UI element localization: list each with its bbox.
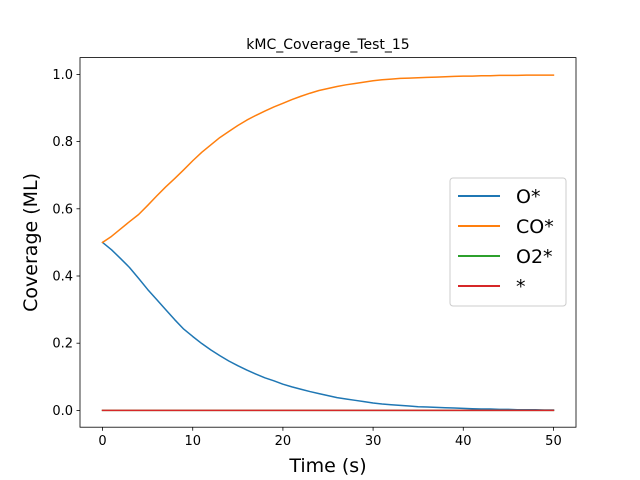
legend-label-3: *: [516, 276, 526, 298]
x-tick-label: 20: [275, 434, 292, 449]
axes-frame: [79, 57, 577, 428]
legend-label-0: O*: [516, 186, 540, 208]
y-axis-ticks: 0.0 0.2 0.4 0.6 0.8 1.0: [52, 68, 80, 419]
legend-frame: [449, 177, 567, 307]
y-tick-label: 0.4: [52, 270, 73, 285]
y-tick-label: 0.6: [52, 202, 73, 217]
chart-title: kMC_Coverage_Test_15: [246, 37, 409, 53]
y-tick-label: 0.8: [52, 135, 73, 150]
y-tick-label: 1.0: [52, 68, 73, 83]
legend-label-1: CO*: [516, 216, 554, 238]
x-axis-label: Time (s): [288, 455, 366, 477]
y-axis-label: Coverage (ML): [20, 173, 42, 312]
legend: O* CO* O2* *: [449, 177, 567, 307]
series-line-0: [101, 241, 555, 411]
y-tick-label: 0.2: [52, 337, 73, 352]
legend-label-2: O2*: [516, 246, 553, 268]
x-tick-label: 40: [455, 434, 472, 449]
x-tick-label: 30: [365, 434, 382, 449]
series-layer: [101, 74, 555, 412]
series-line-1: [101, 74, 555, 244]
x-tick-label: 10: [184, 434, 201, 449]
x-tick-label: 50: [545, 434, 562, 449]
x-axis-ticks: 0 10 20 30 40 50: [98, 427, 562, 449]
x-tick-label: 0: [98, 434, 106, 449]
y-tick-label: 0.0: [52, 404, 73, 419]
